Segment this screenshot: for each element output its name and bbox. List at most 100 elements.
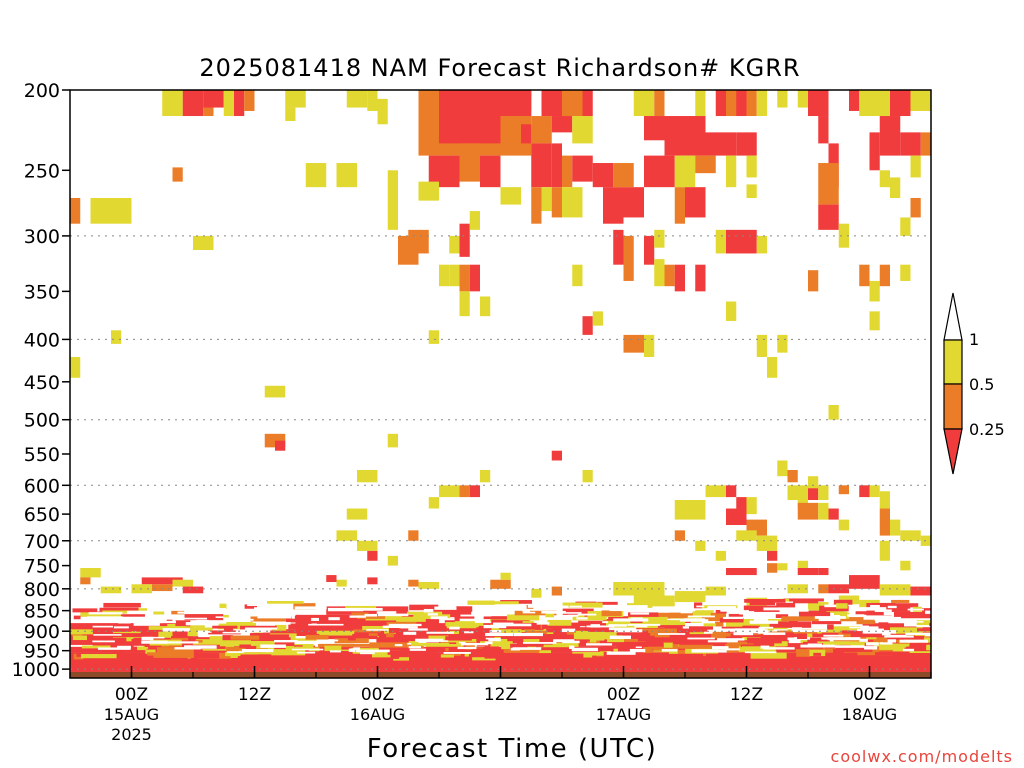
- ri-streak: [606, 639, 625, 643]
- ri-cell: [674, 155, 696, 188]
- ri-gap: [88, 612, 123, 615]
- ri-cell: [592, 163, 614, 188]
- ri-cell: [70, 356, 81, 378]
- ri-cell: [767, 550, 778, 561]
- ri-streak: [222, 635, 233, 640]
- ri-cell: [182, 586, 204, 594]
- ri-gap: [720, 609, 731, 612]
- ri-cell: [890, 519, 901, 536]
- ri-cell: [695, 264, 706, 292]
- y-axis: 200 250 300 350 400 450 500 550 600 650 700 7508008…: [12, 80, 70, 681]
- ri-streak: [72, 608, 98, 613]
- ri-gap: [93, 634, 122, 636]
- ri-streak: [669, 612, 688, 619]
- ri-cell: [459, 264, 470, 292]
- ri-gap: [349, 607, 383, 611]
- ri-cell: [879, 508, 890, 536]
- ri-cell: [859, 264, 870, 287]
- ri-streak: [444, 618, 460, 625]
- ri-gap: [144, 636, 165, 639]
- ri-gap: [613, 618, 649, 622]
- ri-streak: [575, 633, 611, 640]
- ri-cell: [70, 197, 81, 224]
- ri-gap: [408, 646, 421, 649]
- ri-cell: [900, 217, 911, 236]
- ri-streak: [368, 633, 378, 636]
- ri-cell: [480, 469, 491, 483]
- colorbar-segment: [943, 339, 963, 385]
- ri-streak: [441, 610, 457, 615]
- ri-cell: [756, 90, 767, 117]
- ri-cell: [336, 530, 357, 541]
- x-tick-date: 17AUG: [596, 705, 651, 724]
- ri-cell: [459, 485, 470, 498]
- ri-streak: [148, 626, 186, 630]
- ri-cell: [808, 270, 819, 292]
- ri-streak: [219, 640, 251, 647]
- ri-streak: [799, 611, 831, 618]
- ri-cell: [869, 311, 880, 331]
- ri-cell: [879, 170, 890, 188]
- ri-streak: [526, 630, 548, 635]
- ri-cell: [613, 163, 634, 188]
- ri-cell: [408, 579, 419, 587]
- ri-cell: [551, 450, 562, 461]
- ri-streak: [275, 624, 287, 631]
- ri-streak: [448, 635, 490, 640]
- ri-gap: [459, 641, 466, 644]
- y-tick-label: 750: [24, 556, 60, 578]
- ri-cell: [674, 499, 706, 520]
- ri-cell: [551, 116, 573, 133]
- ri-gap: [398, 625, 410, 629]
- ri-streak: [734, 634, 771, 638]
- ri-gap: [753, 619, 769, 622]
- ri-cell: [562, 187, 583, 218]
- ri-gap: [485, 632, 514, 637]
- ri-streak: [491, 619, 530, 625]
- ri-cell: [603, 187, 624, 224]
- ri-streak: [184, 614, 224, 621]
- ri-cell: [531, 588, 542, 598]
- ri-streak: [267, 601, 304, 604]
- ri-streak: [658, 613, 669, 618]
- ri-gap: [294, 640, 320, 645]
- ri-gap: [569, 605, 582, 608]
- ri-gap: [222, 631, 251, 634]
- ri-gap: [800, 644, 835, 648]
- ri-gap: [464, 631, 474, 634]
- ri-cell: [726, 301, 737, 321]
- y-tick-label: 900: [24, 621, 60, 643]
- ri-gap: [680, 610, 692, 614]
- ri-cell: [828, 508, 839, 520]
- ri-cell: [849, 90, 860, 111]
- ri-streak: [357, 614, 386, 619]
- ri-streak: [487, 601, 519, 605]
- ri-gap: [409, 648, 427, 651]
- ri-streak: [123, 625, 144, 630]
- ri-streak: [376, 619, 396, 624]
- ri-streak: [866, 609, 884, 616]
- ri-streak: [878, 622, 905, 629]
- ri-streak: [387, 650, 409, 655]
- ri-cell: [285, 107, 296, 122]
- ri-cell: [541, 187, 552, 212]
- ri-gap: [241, 618, 254, 621]
- ri-streak: [392, 636, 427, 642]
- ri-cell: [787, 485, 808, 500]
- ri-streak: [703, 623, 716, 627]
- ri-gap: [792, 627, 802, 631]
- ri-cell: [633, 90, 655, 117]
- ri-cell: [439, 485, 460, 498]
- ri-cell: [736, 497, 747, 509]
- ri-streak: [842, 630, 879, 634]
- ri-gap: [925, 610, 931, 614]
- ri-cell: [623, 235, 634, 281]
- ri-cell: [879, 264, 890, 287]
- ri-streak: [692, 611, 711, 617]
- ri-streak: [353, 629, 381, 633]
- y-tick-label: 800: [24, 579, 60, 601]
- ri-cell: [90, 197, 132, 224]
- ri-streak: [407, 611, 443, 615]
